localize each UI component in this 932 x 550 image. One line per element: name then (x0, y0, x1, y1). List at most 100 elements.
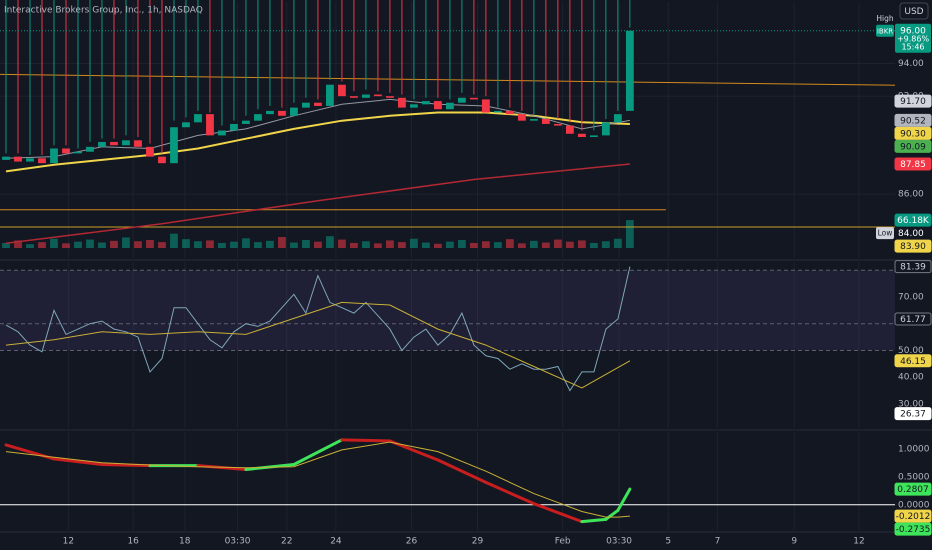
low-tag (876, 227, 894, 240)
y-tick-label: 86.00 (898, 190, 924, 200)
candle-body (493, 110, 502, 113)
candle-body (218, 130, 226, 136)
candle-body (350, 96, 358, 98)
x-tick-label: 03:30 (606, 537, 632, 547)
volume-bar (481, 241, 490, 248)
currency-button[interactable] (899, 2, 929, 20)
volume-bar (14, 240, 22, 248)
volume-bar (577, 240, 586, 248)
volume-bar (457, 239, 466, 248)
candle-body (457, 97, 466, 103)
candle-body (254, 114, 262, 121)
symbol-tag (876, 24, 894, 37)
countdown: 15:46 (901, 42, 924, 51)
price-tag-label: 90.52 (900, 116, 926, 126)
indicator-segment (580, 517, 608, 524)
line-series (5, 301, 631, 389)
candle-body (14, 156, 22, 162)
x-tick-label: 03:30 (225, 537, 251, 547)
line-series (5, 266, 631, 392)
price-tag-label: 61.77 (900, 315, 926, 325)
price-tag (894, 157, 932, 171)
indicator-segment (292, 438, 344, 466)
x-tick-label: 12 (853, 537, 864, 547)
candle-body (230, 123, 238, 131)
candle-body (565, 125, 574, 134)
indicator-segment (340, 438, 392, 443)
x-tick-label: 5 (665, 537, 671, 547)
candle-body (601, 122, 610, 136)
candle-body (625, 30, 634, 111)
candle-body (146, 146, 154, 157)
volume-bar (206, 240, 214, 248)
low-tag-label: Low (878, 229, 893, 238)
y-tick-label: 1.0000 (898, 444, 930, 454)
candle-body (338, 84, 346, 97)
volume-bar (74, 241, 82, 248)
candle-body (86, 146, 94, 152)
last-price-label: 96.00 (900, 26, 926, 36)
volume-bar (613, 238, 622, 248)
price-tag (894, 312, 932, 326)
indicator-segment (616, 487, 632, 512)
candle-body (505, 110, 514, 115)
candle-body (266, 110, 274, 115)
price-tag (894, 354, 932, 368)
price-tag-label: 83.90 (900, 242, 926, 252)
line-series (5, 163, 630, 245)
volume-bar (505, 239, 514, 248)
price-tag (894, 139, 932, 153)
candle-body (314, 102, 322, 106)
currency-label[interactable]: USD (904, 7, 923, 17)
price-tag (894, 126, 932, 140)
y-tick-label: 70.00 (898, 293, 924, 303)
candle-body (158, 156, 166, 164)
volume-bar (302, 239, 310, 248)
price-tag (894, 94, 932, 108)
line-series (5, 441, 630, 518)
candle-body (98, 141, 106, 147)
price-tag (894, 407, 932, 421)
candle-body (122, 140, 130, 146)
line-series (5, 98, 630, 159)
volume-bar (230, 241, 238, 248)
candle-body (374, 94, 382, 97)
volume-bar (589, 242, 598, 248)
candle-body (170, 127, 178, 164)
candle-body (182, 122, 190, 128)
high-label: High (876, 14, 893, 23)
volume-bar (38, 242, 46, 248)
y-tick-label: 40.00 (898, 373, 924, 383)
candle-body (278, 110, 286, 116)
volume-bar (194, 241, 202, 248)
price-tag (894, 482, 932, 496)
candle-body (26, 158, 34, 162)
price-tag-label: 81.39 (900, 263, 926, 273)
candle-body (577, 133, 586, 138)
volume-bar (110, 240, 118, 248)
volume-bar (362, 241, 370, 248)
candle-body (529, 119, 538, 121)
volume-bar (62, 243, 70, 248)
price-tag-label: 66.18K (897, 216, 930, 226)
volume-bar (517, 243, 526, 248)
indicator-segment (52, 457, 104, 466)
candle-body (206, 114, 214, 136)
y-tick-label: 0.5000 (898, 472, 930, 482)
price-tag (894, 260, 932, 274)
candle-body (469, 97, 478, 100)
price-tag (894, 213, 932, 227)
x-tick-label: 18 (179, 537, 191, 547)
candle-body (517, 114, 526, 121)
price-tag (894, 522, 932, 536)
price-tag-label: 46.15 (900, 357, 926, 367)
volume-bar (86, 239, 94, 248)
volume-bar (374, 243, 382, 248)
volume-bar (122, 237, 130, 248)
candle-body (302, 102, 310, 108)
volume-bar (146, 239, 154, 248)
volume-bar (601, 241, 610, 248)
last-price-change: +9.86% (897, 34, 930, 43)
